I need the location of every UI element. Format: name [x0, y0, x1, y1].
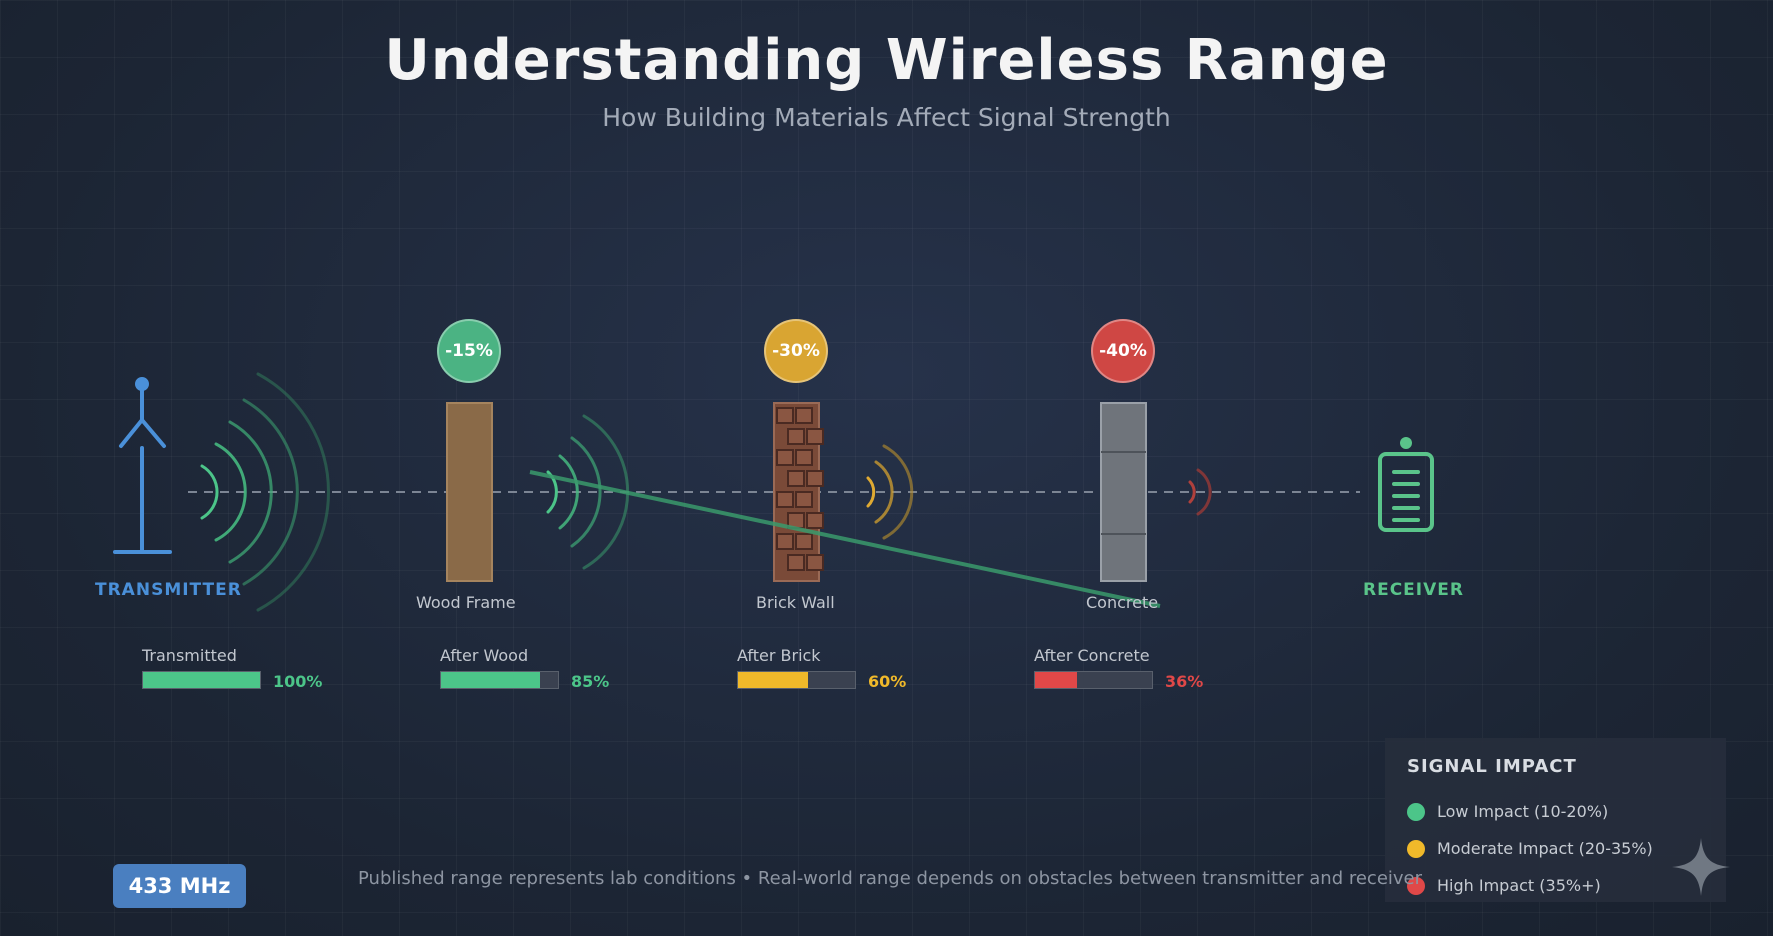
meter-label: After Wood [440, 646, 529, 665]
meter-label: After Brick [737, 646, 821, 665]
legend-item-moderate: Moderate Impact (20-35%) [1407, 830, 1704, 867]
legend-dot [1407, 839, 1425, 858]
brick [776, 407, 794, 424]
concrete-loss-badge: -40% [1091, 319, 1155, 383]
meter-track [142, 671, 261, 689]
meter-track [1034, 671, 1153, 689]
receiver-label: RECEIVER [1363, 580, 1464, 600]
meter-fill [1035, 672, 1078, 688]
brick [806, 428, 824, 445]
brick-wall-panel [773, 402, 824, 582]
legend-item-label: High Impact (35%+) [1437, 876, 1601, 895]
wood-frame-label: Wood Frame [416, 593, 516, 612]
meter-label: After Concrete [1034, 646, 1150, 665]
signal-decay-line [529, 470, 1161, 608]
brick [795, 407, 813, 424]
receiver-icon [1378, 437, 1434, 532]
concrete-waves [1188, 468, 1212, 516]
brick [787, 554, 805, 571]
legend-dot [1407, 876, 1425, 895]
transmitter-label: TRANSMITTER [95, 580, 242, 600]
meter-track [440, 671, 559, 689]
signal-impact-legend: SIGNAL IMPACT Low Impact (10-20%) Modera… [1385, 738, 1726, 902]
meter-fill [441, 672, 541, 688]
meter-value: 36% [1165, 672, 1204, 691]
sparkle-icon [1672, 838, 1730, 896]
wood-frame-panel [446, 402, 493, 582]
brick [795, 449, 813, 466]
brick [806, 512, 824, 529]
legend-item-low: Low Impact (10-20%) [1407, 793, 1704, 830]
brick [787, 470, 805, 487]
page-title: Understanding Wireless Range [384, 28, 1389, 93]
brick-waves [866, 444, 914, 540]
antenna-icon [113, 377, 172, 554]
brick [795, 491, 813, 508]
footnote: Published range represents lab condition… [358, 868, 1423, 889]
meter-value: 85% [571, 672, 610, 691]
meter-track [737, 671, 856, 689]
legend-item-label: Moderate Impact (20-35%) [1437, 839, 1653, 858]
meter-value: 60% [868, 672, 907, 691]
legend-dot [1407, 802, 1425, 821]
legend-item-label: Low Impact (10-20%) [1437, 802, 1609, 821]
page-subtitle: How Building Materials Affect Signal Str… [602, 103, 1171, 132]
brick [787, 428, 805, 445]
wood-loss-badge: -15% [437, 319, 501, 383]
meter-label: Transmitted [142, 646, 237, 665]
concrete-label: Concrete [1086, 593, 1159, 612]
brick-wall-label: Brick Wall [756, 593, 835, 612]
meter-fill [143, 672, 260, 688]
brick [776, 491, 794, 508]
meter-value: 100% [273, 672, 323, 691]
meter-fill [738, 672, 809, 688]
legend-title: SIGNAL IMPACT [1407, 756, 1577, 777]
concrete-panel [1100, 402, 1147, 582]
brick-loss-badge: -30% [764, 319, 828, 383]
brick [795, 533, 813, 550]
brick [776, 533, 794, 550]
brick [806, 554, 824, 571]
transmitter-waves [200, 372, 331, 612]
legend-item-high: High Impact (35%+) [1407, 867, 1704, 904]
frequency-badge: 433 MHz [113, 864, 246, 908]
brick [776, 449, 794, 466]
brick [806, 470, 824, 487]
